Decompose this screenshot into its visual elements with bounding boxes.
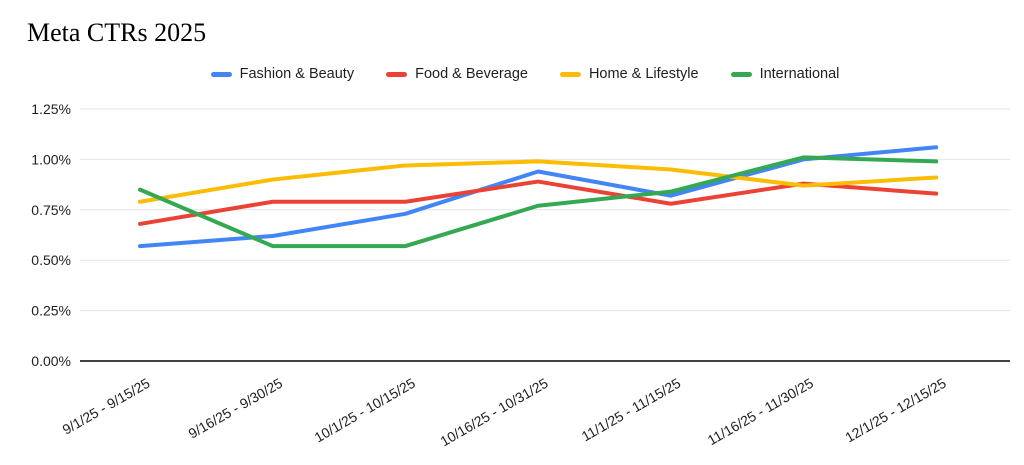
chart-legend: Fashion & Beauty Food & Beverage Home & Li… [80, 66, 970, 82]
legend-swatch-icon [210, 71, 232, 77]
x-axis-tick-label: 9/16/25 - 9/30/25 [186, 375, 286, 442]
legend-label: Home & Lifestyle [588, 66, 699, 82]
legend-swatch-icon [730, 71, 752, 77]
y-axis-tick-label: 0.75% [31, 202, 71, 218]
x-axis-tick-label: 12/1/25 - 12/15/25 [842, 375, 949, 446]
series-line-home-lifestyle [138, 159, 939, 204]
x-axis-tick-label: 10/16/25 - 10/31/25 [437, 375, 550, 450]
legend-label: International [759, 66, 840, 82]
chart-title: Meta CTRs 2025 [27, 18, 207, 47]
legend-item-fashion-beauty: Fashion & Beauty [210, 66, 355, 82]
legend-item-food-beverage: Food & Beverage [386, 66, 528, 82]
y-axis-tick-label: 0.50% [31, 252, 71, 268]
x-axis-tick-label: 10/1/25 - 10/15/25 [311, 375, 418, 446]
legend-label: Fashion & Beauty [239, 66, 355, 82]
series-line-food-beverage [138, 179, 939, 226]
y-axis-tick-label: 1.25% [31, 101, 71, 117]
y-axis-tick-label: 0.25% [31, 303, 71, 319]
legend-item-home-lifestyle: Home & Lifestyle [559, 66, 699, 82]
x-axis-tick-label: 11/16/25 - 11/30/25 [705, 375, 817, 449]
legend-item-international: International [730, 66, 840, 82]
legend-swatch-icon [559, 71, 581, 77]
x-axis-tick-label: 9/1/25 - 9/15/25 [60, 375, 153, 438]
series-line-international [138, 155, 939, 249]
y-axis-tick-label: 0.00% [31, 353, 71, 369]
legend-swatch-icon [386, 71, 408, 77]
y-axis-tick-label: 1.00% [31, 151, 71, 167]
legend-label: Food & Beverage [415, 66, 528, 82]
x-axis-tick-label: 11/1/25 - 11/15/25 [579, 375, 684, 445]
